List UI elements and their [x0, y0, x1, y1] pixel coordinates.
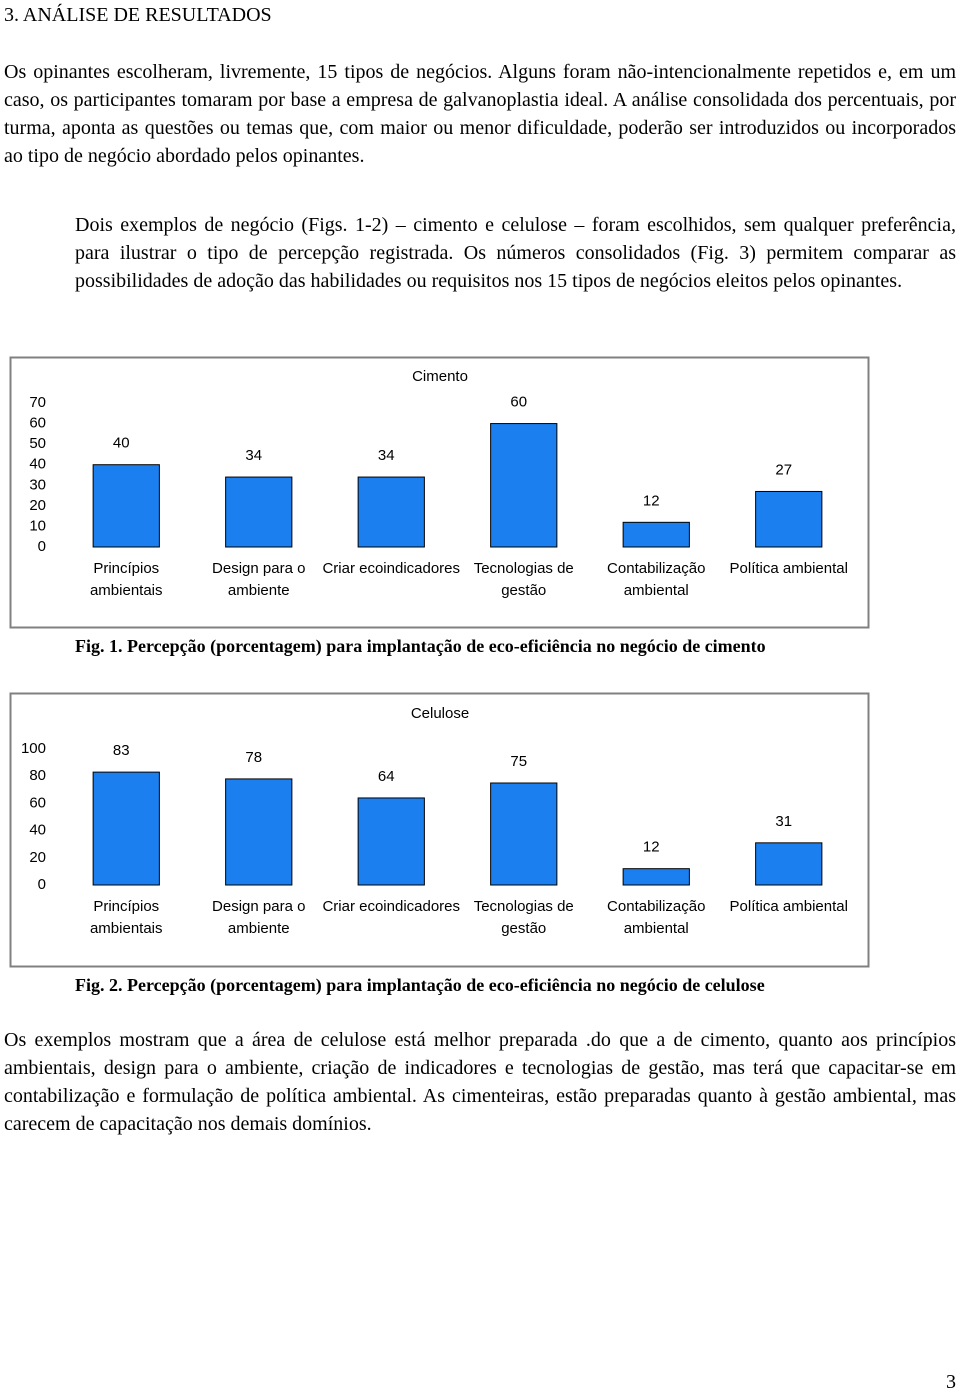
x-tick-label-box: Design para o ambiente	[212, 898, 306, 937]
value-label: 83	[113, 742, 130, 759]
y-tick-label: 50	[29, 435, 46, 452]
x-tick-label-box: Contabilização ambiental	[607, 898, 706, 937]
y-tick-label: 20	[29, 497, 46, 514]
x-tick-label-box: Contabilização ambiental	[607, 560, 706, 599]
bar	[225, 476, 293, 548]
value-label: 12	[643, 492, 660, 509]
x-tick-label-box: Criar ecoindicadores	[322, 560, 461, 577]
bar	[622, 868, 690, 886]
x-tick-label: Criar ecoindicadores	[322, 898, 461, 915]
x-tick-label: Design para o ambiente	[212, 898, 306, 937]
x-tick-label-box: Design para o ambiente	[212, 560, 306, 599]
value-label: 27	[775, 461, 792, 478]
x-tick-label: Contabilização ambiental	[607, 898, 706, 937]
y-tick-label: 40	[29, 456, 46, 473]
x-tick-label: Princípios ambientais	[89, 560, 163, 599]
figure-caption: Fig. 2. Percepção (porcentagem) para imp…	[75, 975, 765, 995]
y-tick-label: 40	[29, 822, 46, 839]
chart-title: Cimento	[412, 368, 468, 385]
x-tick-label-box: Tecnologias de gestão	[473, 898, 574, 937]
bar	[92, 771, 160, 886]
y-tick-label: 0	[38, 876, 46, 893]
paragraph: Os opinantes escolheram, livremente, 15 …	[4, 61, 956, 167]
x-tick-label-box: Tecnologias de gestão	[473, 560, 574, 599]
x-tick-label: Criar ecoindicadores	[322, 560, 461, 577]
y-tick-label: 70	[29, 394, 46, 411]
figure-caption: Fig. 1. Percepção (porcentagem) para imp…	[75, 636, 766, 656]
bar	[490, 423, 558, 548]
bar	[357, 797, 425, 886]
bar	[755, 842, 823, 886]
page-number: 3	[946, 1371, 956, 1393]
bar	[357, 476, 425, 548]
chart: Cimento 0 10 20 30 40 50 60 70 40 Princípios ambie…	[9, 356, 870, 629]
y-tick-label: 100	[21, 740, 46, 757]
value-label: 12	[643, 839, 660, 856]
bar	[490, 782, 558, 886]
value-label: 78	[245, 749, 262, 766]
paragraph: Dois exemplos de negócio (Figs. 1-2) – c…	[75, 214, 956, 292]
x-tick-label-box: Princípios ambientais	[89, 898, 163, 937]
value-label: 64	[378, 768, 395, 785]
value-label: 31	[775, 813, 792, 830]
value-label: 60	[510, 394, 527, 411]
y-tick-label: 10	[29, 517, 46, 534]
bar	[92, 464, 160, 548]
x-tick-label: Tecnologias de gestão	[473, 898, 574, 937]
value-label: 34	[378, 447, 395, 464]
x-tick-label-box: Princípios ambientais	[89, 560, 163, 599]
y-tick-label: 80	[29, 767, 46, 784]
heading: 3. ANÁLISE DE RESULTADOS	[4, 4, 272, 26]
paragraph: Os exemplos mostram que a área de celulo…	[4, 1029, 956, 1135]
chart-title: Celulose	[411, 705, 469, 722]
value-label: 40	[113, 435, 130, 452]
bar	[755, 490, 823, 548]
x-tick-label: Contabilização ambiental	[607, 560, 706, 599]
x-tick-label: Política ambiental	[729, 560, 848, 577]
chart: Celulose 0 20 40 60 80 100 83 Princípios ambient…	[9, 692, 870, 968]
value-label: 34	[245, 447, 262, 464]
bar	[225, 778, 293, 886]
x-tick-label: Design para o ambiente	[212, 560, 306, 599]
y-tick-label: 30	[29, 476, 46, 493]
y-tick-label: 0	[38, 538, 46, 555]
y-tick-label: 60	[29, 794, 46, 811]
x-tick-label-box: Política ambiental	[729, 898, 848, 915]
x-tick-label: Tecnologias de gestão	[473, 560, 574, 599]
x-tick-label: Política ambiental	[729, 898, 848, 915]
y-tick-label: 60	[29, 415, 46, 432]
bar	[622, 521, 690, 548]
x-tick-label: Princípios ambientais	[89, 898, 163, 937]
y-tick-label: 20	[29, 849, 46, 866]
x-tick-label-box: Política ambiental	[729, 560, 848, 577]
x-tick-label-box: Criar ecoindicadores	[322, 898, 461, 915]
value-label: 75	[510, 753, 527, 770]
